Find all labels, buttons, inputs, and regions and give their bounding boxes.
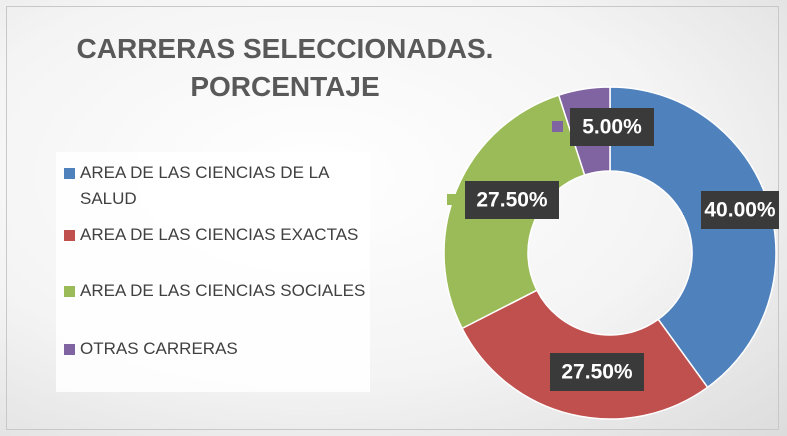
legend-label: AREA DE LAS CIENCIAS EXACTAS (80, 225, 359, 244)
data-label-key (532, 366, 543, 377)
legend-swatch (64, 168, 75, 179)
data-label: 27.50% (561, 361, 633, 384)
donut-segment (609, 86, 777, 389)
data-label-key (447, 194, 458, 205)
data-label-key (552, 121, 563, 132)
data-label: 40.00% (704, 199, 776, 222)
legend: AREA DE LAS CIENCIAS DE LA SALUD AREA DE … (56, 152, 370, 392)
legend-swatch (64, 230, 75, 241)
data-label: 5.00% (582, 116, 642, 139)
data-label-box (701, 191, 779, 229)
legend-item: OTRAS CARRERAS (62, 336, 380, 362)
legend-item: AREA DE LAS CIENCIAS EXACTAS (62, 222, 380, 248)
legend-swatch (64, 344, 75, 355)
legend-label: OTRAS CARRERAS (80, 339, 238, 358)
legend-item: AREA DE LAS CIENCIAS SOCIALES (62, 278, 380, 304)
legend-label: AREA DE LAS CIENCIAS DE LA SALUD (80, 163, 329, 208)
data-label-box (550, 353, 644, 391)
chart-title: CARRERAS SELECCIONADAS. PORCENTAJE (76, 33, 494, 102)
data-label-key (683, 204, 694, 215)
data-label-box (570, 108, 654, 146)
data-label-box (465, 181, 559, 219)
legend-swatch (64, 286, 75, 297)
legend-label: AREA DE LAS CIENCIAS SOCIALES (80, 281, 366, 300)
data-label: 27.50% (476, 189, 548, 212)
legend-item: AREA DE LAS CIENCIAS DE LA SALUD (62, 160, 380, 212)
